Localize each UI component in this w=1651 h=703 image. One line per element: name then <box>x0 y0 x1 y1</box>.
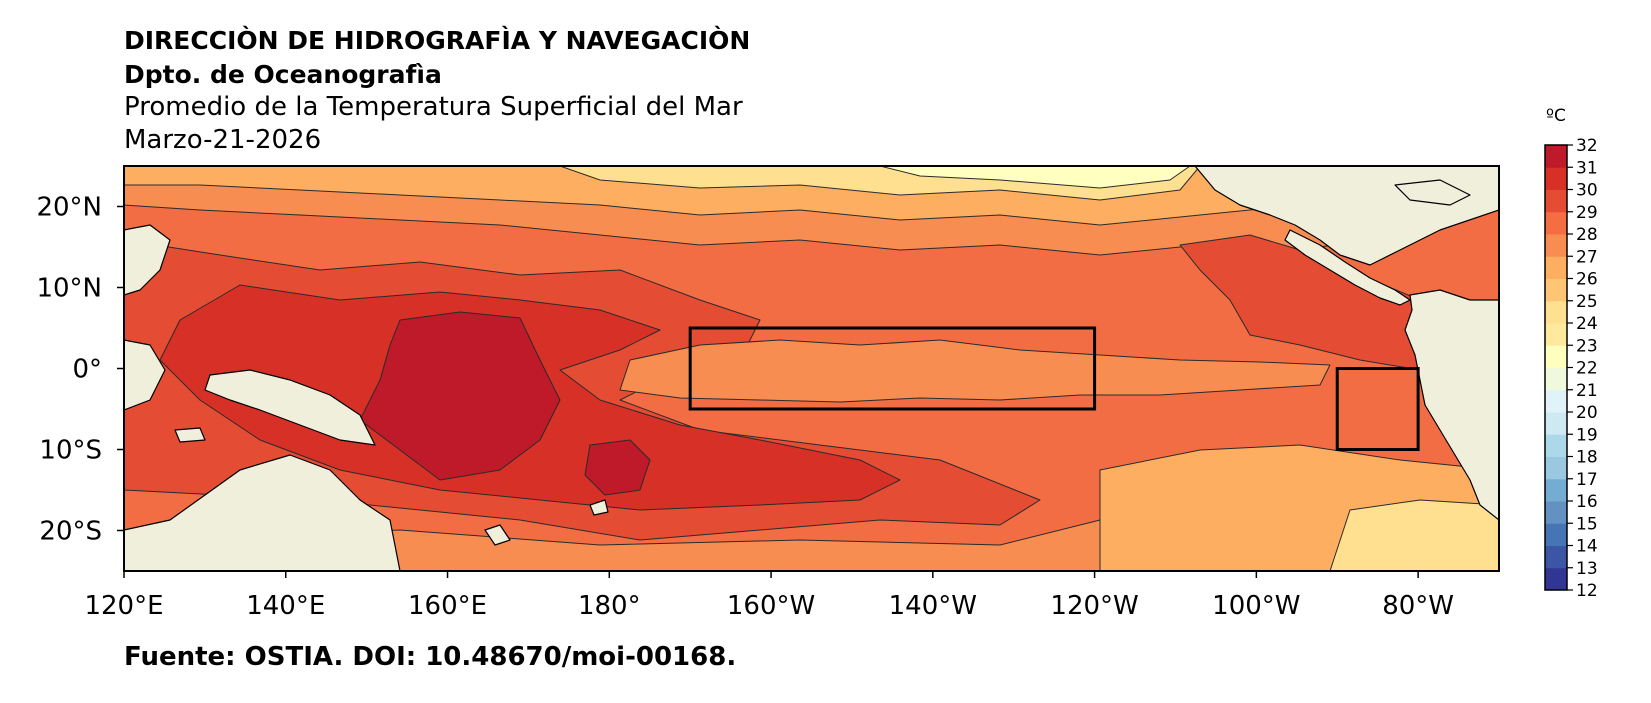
land-central-america <box>1284 229 1411 306</box>
colorbar-segment <box>1545 434 1567 457</box>
colorbar-segment <box>1545 367 1567 391</box>
y-tick-label: 0° <box>72 355 102 385</box>
colorbar-tick-label: 30 <box>1576 181 1598 201</box>
y-tick-label: 20°N <box>36 193 102 223</box>
land-island-2 <box>484 524 511 546</box>
land-caribbean-islands <box>1394 179 1471 206</box>
colorbar-tick-label: 21 <box>1576 381 1598 401</box>
colorbar-tick-label: 29 <box>1576 203 1598 223</box>
land-island-3 <box>589 499 609 516</box>
colorbar-segment <box>1545 300 1567 324</box>
colorbar-segment <box>1545 189 1567 213</box>
colorbar-tick-label: 15 <box>1576 514 1598 534</box>
colorbar-segment <box>1545 167 1567 190</box>
x-tick-label: 100°W <box>1212 591 1300 621</box>
colorbar-segment <box>1545 501 1567 524</box>
sst-region-south-hot <box>584 439 651 496</box>
colorbar-tick-label: 27 <box>1576 247 1598 267</box>
colorbar-tick-label: 20 <box>1576 403 1598 423</box>
y-tick-label: 20°S <box>39 517 102 547</box>
colorbar-tick-label: 32 <box>1576 136 1598 156</box>
sst-region-western-hottest <box>359 311 561 481</box>
land-borneo <box>124 339 166 411</box>
colorbar-tick-label: 28 <box>1576 225 1598 245</box>
land-philippines-indonesia <box>124 224 171 296</box>
land-australia <box>124 454 401 571</box>
nino-box-1 <box>688 326 1097 411</box>
map-title-organization: DIRECCIÒN DE HIDROGRAFÌA Y NAVEGACIÒN <box>124 26 751 55</box>
colorbar-tick-label: 23 <box>1576 336 1598 356</box>
colorbar-segment <box>1545 234 1567 257</box>
x-tick-label: 120°E <box>84 591 163 621</box>
map-axis-ticks: 120°E 140°E 160°E 180° 160°W 140°W 120°W 100°W 8… <box>36 193 1454 622</box>
x-tick-label: 80°W <box>1382 591 1454 621</box>
colorbar-tick-label: 31 <box>1576 158 1598 178</box>
colorbar-tick-label: 25 <box>1576 292 1598 312</box>
colorbar-segment <box>1545 211 1567 235</box>
colorbar-tick-label: 12 <box>1576 581 1598 601</box>
colorbar-segment <box>1545 523 1567 546</box>
colorbar-unit: ºC <box>1546 106 1566 126</box>
colorbar-segment <box>1545 323 1567 346</box>
colorbar-tick-label: 22 <box>1576 359 1598 379</box>
colorbar-segment <box>1545 256 1567 279</box>
colorbar-tick-label: 14 <box>1576 537 1598 557</box>
sst-fields <box>124 166 1499 571</box>
colorbar-tick-label: 17 <box>1576 470 1598 490</box>
map-plot-area <box>124 166 1499 571</box>
colorbar-segment <box>1545 389 1567 413</box>
colorbar-tick-label: 16 <box>1576 492 1598 512</box>
colorbar-segments <box>1545 145 1567 591</box>
map-title-description: Promedio de la Temperatura Superficial d… <box>124 92 743 122</box>
colorbar-segment <box>1545 412 1567 435</box>
land-island-1 <box>174 427 206 443</box>
nino-box-2 <box>1335 367 1420 451</box>
map-title-department: Dpto. de Oceanografìa <box>124 60 442 89</box>
colorbar-segment <box>1545 145 1567 168</box>
land-masses <box>124 166 1499 571</box>
map-date: Marzo-21-2026 <box>124 125 322 155</box>
colorbar-segment <box>1545 478 1567 502</box>
colorbar-segment <box>1545 567 1567 591</box>
colorbar-segment <box>1545 278 1567 302</box>
x-tick-label: 140°W <box>889 591 977 621</box>
sst-region-cold-tongue <box>619 339 1331 403</box>
sst-region-southeast-cooler <box>1329 499 1499 571</box>
x-tick-label: 120°W <box>1050 591 1138 621</box>
data-source: Fuente: OSTIA. DOI: 10.48670/moi-00168. <box>124 642 737 672</box>
sst-region-north-coolest <box>879 166 1191 189</box>
nino-region-boxes <box>688 326 1420 451</box>
colorbar-segment <box>1545 345 1567 368</box>
colorbar-segment <box>1545 456 1567 480</box>
y-tick-label: 10°S <box>39 436 102 466</box>
colorbar-tick-label: 18 <box>1576 448 1598 468</box>
x-tick-label: 160°W <box>727 591 815 621</box>
colorbar-tick-label: 13 <box>1576 559 1598 579</box>
x-tick-label: 160°E <box>408 591 487 621</box>
land-new-guinea <box>204 369 376 446</box>
y-tick-label: 10°N <box>36 274 102 304</box>
colorbar-segment <box>1545 545 1567 569</box>
colorbar-tick-label: 24 <box>1576 314 1598 334</box>
colorbar-tick-label: 26 <box>1576 270 1598 290</box>
x-tick-label: 140°E <box>246 591 325 621</box>
land-south-america <box>1404 289 1499 521</box>
colorbar-tick-label: 19 <box>1576 425 1598 445</box>
x-tick-label: 180° <box>578 591 641 621</box>
